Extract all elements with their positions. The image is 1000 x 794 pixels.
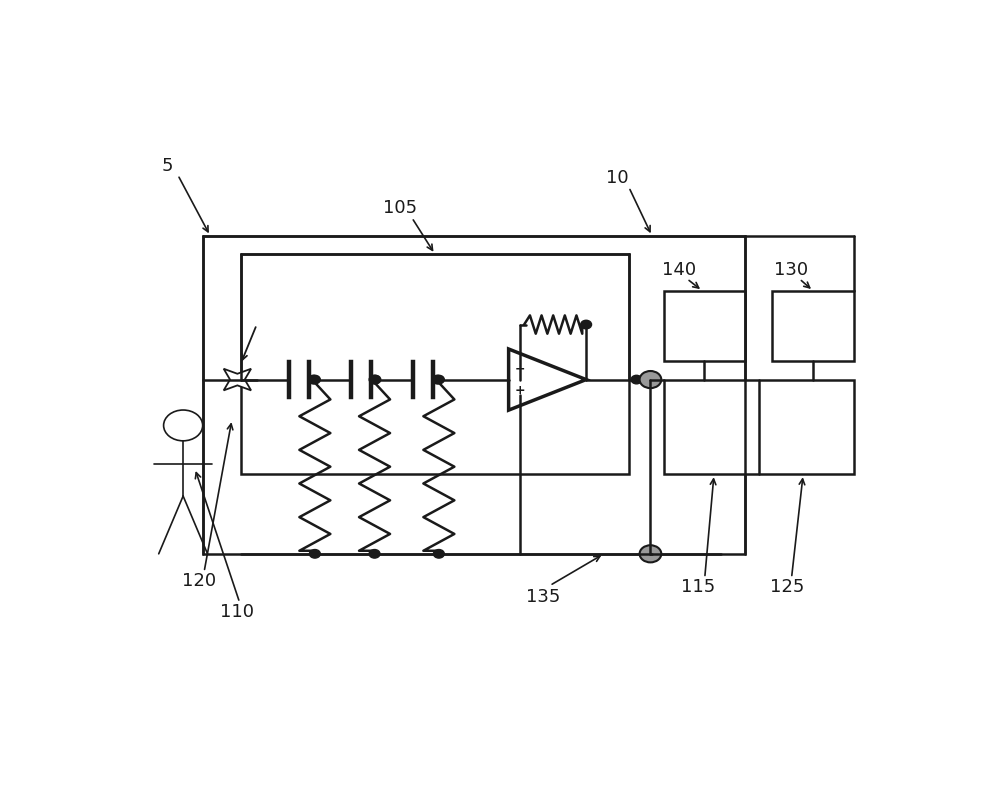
Circle shape [370,376,381,384]
Text: 130: 130 [774,260,809,279]
Text: 5: 5 [162,156,173,175]
Text: 105: 105 [383,199,417,218]
Circle shape [309,549,320,558]
Text: 120: 120 [182,572,216,590]
Circle shape [640,371,661,388]
Text: 140: 140 [662,260,696,279]
Circle shape [432,376,443,384]
Circle shape [309,376,320,384]
Bar [241,254,629,474]
Circle shape [631,376,642,384]
Circle shape [581,320,592,329]
Circle shape [433,376,444,384]
Polygon shape [224,368,251,391]
Bar [772,291,854,361]
Circle shape [433,549,444,558]
Bar [202,236,745,554]
Text: 110: 110 [220,603,254,621]
Text: 125: 125 [770,579,805,596]
Circle shape [369,376,380,384]
Bar [664,291,745,361]
Text: +: + [515,384,526,397]
Text: −: − [515,362,526,375]
Text: 135: 135 [526,588,561,606]
Circle shape [308,376,319,384]
Bar [664,380,854,474]
Circle shape [640,545,661,562]
Text: 10: 10 [606,169,628,187]
Circle shape [369,549,380,558]
Text: 115: 115 [681,579,716,596]
